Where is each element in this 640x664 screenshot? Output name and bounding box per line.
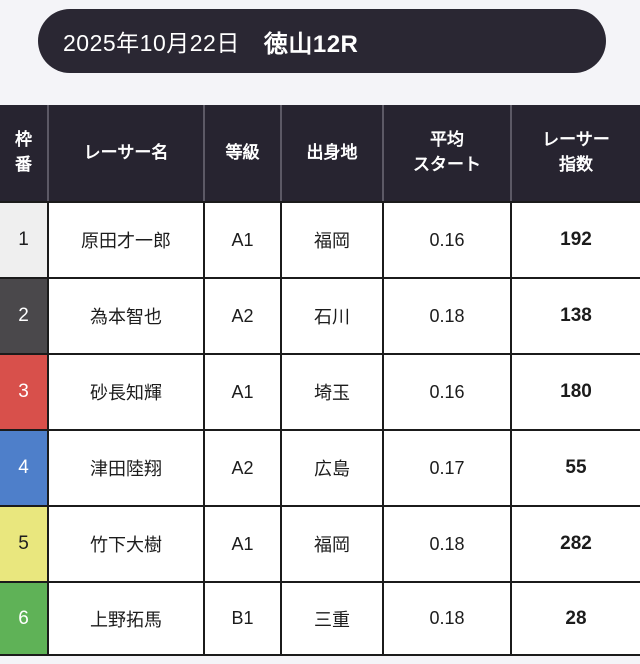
avg-start-cell: 0.16 (382, 355, 510, 429)
racer-name-cell: 砂長知輝 (47, 355, 203, 429)
origin-cell: 福岡 (280, 203, 382, 277)
racer-name-cell: 為本智也 (47, 279, 203, 353)
origin-cell: 福岡 (280, 507, 382, 581)
race-title-bar: 2025年10月22日 徳山12R (38, 9, 606, 73)
col-header-racer-index: レーサー 指数 (510, 105, 640, 201)
col-header-racer-name: レーサー名 (47, 105, 203, 201)
origin-cell: 三重 (280, 583, 382, 654)
table-row: 1 原田才一郎 A1 福岡 0.16 192 (0, 203, 640, 279)
table-row: 2 為本智也 A2 石川 0.18 138 (0, 279, 640, 355)
col-header-frame-number: 枠 番 (15, 130, 32, 174)
avg-start-cell: 0.18 (382, 507, 510, 581)
grade-cell: A2 (203, 431, 280, 505)
table-row: 5 竹下大樹 A1 福岡 0.18 282 (0, 507, 640, 583)
frame-number-cell: 4 (0, 431, 47, 505)
race-date: 2025年10月22日 (63, 30, 240, 56)
grade-cell: A1 (203, 507, 280, 581)
grade-cell: A1 (203, 355, 280, 429)
race-name: 徳山12R (263, 30, 359, 58)
racer-index-cell: 55 (510, 431, 640, 505)
frame-number-cell: 5 (0, 507, 47, 581)
frame-number-cell: 1 (0, 203, 47, 277)
racer-name-cell: 津田陸翔 (47, 431, 203, 505)
racer-index-cell: 28 (510, 583, 640, 654)
racer-index-cell: 138 (510, 279, 640, 353)
avg-start-cell: 0.18 (382, 583, 510, 654)
avg-start-cell: 0.17 (382, 431, 510, 505)
col-header-avg-start: 平均 スタート (382, 105, 510, 201)
origin-cell: 石川 (280, 279, 382, 353)
grade-cell: B1 (203, 583, 280, 654)
avg-start-cell: 0.16 (382, 203, 510, 277)
frame-number-cell: 3 (0, 355, 47, 429)
table-row: 4 津田陸翔 A2 広島 0.17 55 (0, 431, 640, 507)
grade-cell: A2 (203, 279, 280, 353)
racer-name-cell: 上野拓馬 (47, 583, 203, 654)
table-row: 6 上野拓馬 B1 三重 0.18 28 (0, 583, 640, 656)
col-header-origin: 出身地 (280, 105, 382, 201)
racer-index-cell: 180 (510, 355, 640, 429)
origin-cell: 広島 (280, 431, 382, 505)
table-row: 3 砂長知輝 A1 埼玉 0.16 180 (0, 355, 640, 431)
racer-index-cell: 192 (510, 203, 640, 277)
frame-number-cell: 6 (0, 583, 47, 654)
racer-table: 枠 番 レーサー名 等級 出身地 平均 スタート レーサー 指数 1 原田才一郎… (0, 105, 640, 656)
racer-name-cell: 原田才一郎 (47, 203, 203, 277)
col-header-grade: 等級 (203, 105, 280, 201)
avg-start-cell: 0.18 (382, 279, 510, 353)
table-header-row: 枠 番 レーサー名 等級 出身地 平均 スタート レーサー 指数 (0, 105, 640, 203)
origin-cell: 埼玉 (280, 355, 382, 429)
frame-number-cell: 2 (0, 279, 47, 353)
racer-index-cell: 282 (510, 507, 640, 581)
grade-cell: A1 (203, 203, 280, 277)
racer-name-cell: 竹下大樹 (47, 507, 203, 581)
